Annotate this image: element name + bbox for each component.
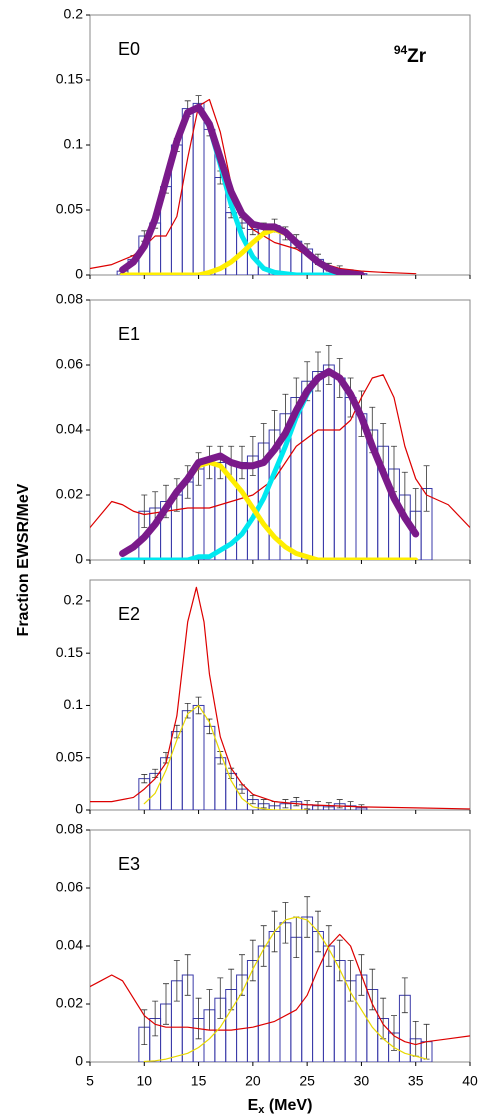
error-bar [239,784,245,794]
error-bar [423,465,430,512]
plot-area [90,586,470,810]
histogram-bar [192,102,205,275]
curve [90,586,470,810]
y-tick-label: 0.06 [56,356,83,372]
error-bar [260,799,267,809]
histogram-bar [170,731,183,810]
curve [143,704,308,810]
x-tick-label: 15 [191,1073,207,1089]
error-bar [217,977,224,1019]
y-tick-label: 0.15 [56,644,83,660]
error-bar [325,802,332,810]
error-bar [304,896,311,938]
histogram-bar [192,704,205,810]
error-bar [336,939,343,982]
panel-label: E0 [118,39,140,59]
x-label-unit: (MeV) [264,1097,312,1114]
y-tick-label: 0.2 [64,6,84,22]
y-tick-label: 0.05 [56,748,83,764]
error-bar [325,345,332,385]
histogram-bar [160,757,172,810]
plot-area [90,896,470,1062]
y-tick-label: 0.06 [56,879,83,895]
error-bar [347,960,354,1002]
y-tick-label: 0.04 [56,937,83,953]
x-tick-label: 35 [408,1073,424,1089]
x-tick-label: 5 [86,1073,94,1089]
histogram-bar [333,377,346,560]
y-tick-label: 0.15 [56,71,83,87]
y-tick-label: 0 [75,801,83,817]
error-bar [260,925,267,967]
nucleus-symbol: Zr [407,46,427,67]
curve [90,374,470,529]
histogram-bar [138,778,151,810]
histogram-bar [301,380,314,560]
y-tick-label: 0.1 [64,136,84,152]
error-bar [347,801,354,810]
x-tick-label: 30 [354,1073,370,1089]
histogram-bar [203,128,216,275]
nucleus-mass: 94 [394,43,408,57]
histogram-bar [181,710,194,810]
error-bar [173,960,180,1002]
histogram-bar [181,108,194,275]
y-axis-label: Fraction EWSR/MeV [15,483,32,636]
nucleus-label: 94Zr [394,43,427,67]
y-tick-label: 0.08 [56,291,83,307]
y-tick-label: 0 [75,266,83,282]
plot-area [90,345,470,560]
error-bar [217,445,224,480]
x-axis-label: Ex (MeV) [248,1097,313,1116]
histogram-bar [214,177,227,275]
y-tick-label: 0 [75,551,83,567]
y-tick-label: 0.02 [56,995,83,1011]
x-label-sub: x [258,1104,265,1116]
curve [90,933,470,1046]
histogram-bar [301,916,314,1062]
error-bar [358,804,365,810]
error-bar [391,1015,397,1051]
error-bar [163,983,169,1025]
y-tick-label: 0.04 [56,421,83,437]
error-bar [401,977,408,1014]
panel-label: E1 [118,324,140,344]
error-bar [315,801,321,810]
x-tick-label: 20 [245,1073,261,1089]
error-bar [141,494,148,528]
error-bar [249,939,256,982]
histogram-bar [312,371,324,560]
error-bar [293,797,300,807]
x-label-main: E [248,1097,259,1114]
x-tick-label: 25 [299,1073,315,1089]
x-tick-label: 10 [136,1073,152,1089]
histogram-bar [279,922,292,1062]
curve [119,103,365,275]
error-bar [184,954,191,996]
plot-frame [89,579,471,811]
plot-area [90,95,417,275]
y-tick-label: 0.02 [56,486,83,502]
y-tick-label: 0 [75,1053,83,1069]
curve [143,916,428,1062]
x-tick-label: 40 [462,1073,478,1089]
error-bar [315,351,321,392]
panel-label: E2 [118,604,140,624]
histogram-bar [214,757,227,810]
y-tick-label: 0.05 [56,201,83,217]
histogram-bar [203,725,216,810]
y-tick-label: 0.2 [64,592,84,608]
error-bar [195,997,202,1040]
error-bar [282,799,289,809]
y-tick-label: 0.08 [56,821,83,837]
error-bar [282,902,289,944]
histogram-bar [344,397,357,560]
error-bar [152,1000,159,1037]
curve [119,368,420,557]
error-bar [141,774,148,784]
histogram-bar [322,364,335,560]
y-tick-label: 0.1 [64,696,84,712]
panel-label: E3 [118,854,140,874]
